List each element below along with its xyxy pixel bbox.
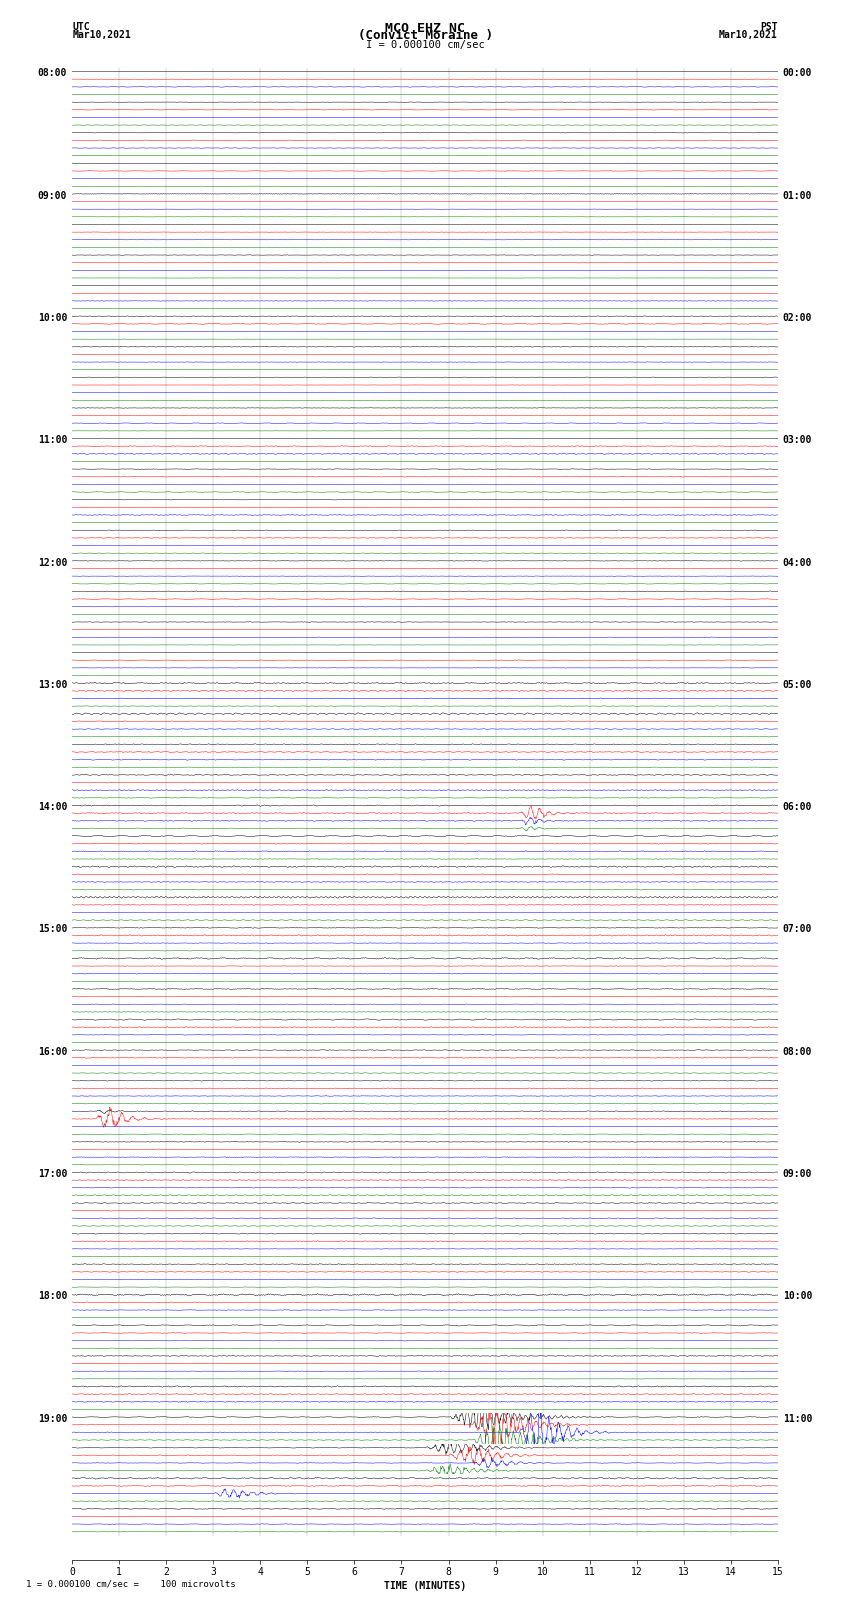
Text: 15:00: 15:00 xyxy=(37,924,67,934)
Text: Mar10,2021: Mar10,2021 xyxy=(72,31,131,40)
Text: I = 0.000100 cm/sec: I = 0.000100 cm/sec xyxy=(366,40,484,50)
Text: 11:00: 11:00 xyxy=(783,1413,813,1424)
Text: 02:00: 02:00 xyxy=(783,313,813,323)
Text: 17:00: 17:00 xyxy=(37,1169,67,1179)
Text: 14:00: 14:00 xyxy=(37,802,67,813)
Text: 08:00: 08:00 xyxy=(783,1047,813,1057)
Text: 18:00: 18:00 xyxy=(37,1292,67,1302)
Text: 04:00: 04:00 xyxy=(783,558,813,568)
Text: TIME (MINUTES): TIME (MINUTES) xyxy=(384,1581,466,1590)
Text: 09:00: 09:00 xyxy=(37,190,67,200)
Text: 09:00: 09:00 xyxy=(783,1169,813,1179)
Text: UTC: UTC xyxy=(72,23,90,32)
Text: 10:00: 10:00 xyxy=(37,313,67,323)
Text: 07:00: 07:00 xyxy=(783,924,813,934)
Text: 11:00: 11:00 xyxy=(37,436,67,445)
Text: 10:00: 10:00 xyxy=(783,1292,813,1302)
Text: 00:00: 00:00 xyxy=(783,68,813,79)
Text: 12:00: 12:00 xyxy=(37,558,67,568)
Text: 01:00: 01:00 xyxy=(783,190,813,200)
Text: (Convict Moraine ): (Convict Moraine ) xyxy=(358,29,492,42)
Text: 03:00: 03:00 xyxy=(783,436,813,445)
Text: PST: PST xyxy=(760,23,778,32)
Text: 05:00: 05:00 xyxy=(783,679,813,690)
Text: 13:00: 13:00 xyxy=(37,679,67,690)
Text: 16:00: 16:00 xyxy=(37,1047,67,1057)
Text: Mar10,2021: Mar10,2021 xyxy=(719,31,778,40)
Text: 1 = 0.000100 cm/sec =    100 microvolts: 1 = 0.000100 cm/sec = 100 microvolts xyxy=(26,1579,235,1589)
Text: 08:00: 08:00 xyxy=(37,68,67,79)
Text: 19:00: 19:00 xyxy=(37,1413,67,1424)
Text: MCO EHZ NC: MCO EHZ NC xyxy=(385,21,465,35)
Text: 06:00: 06:00 xyxy=(783,802,813,813)
